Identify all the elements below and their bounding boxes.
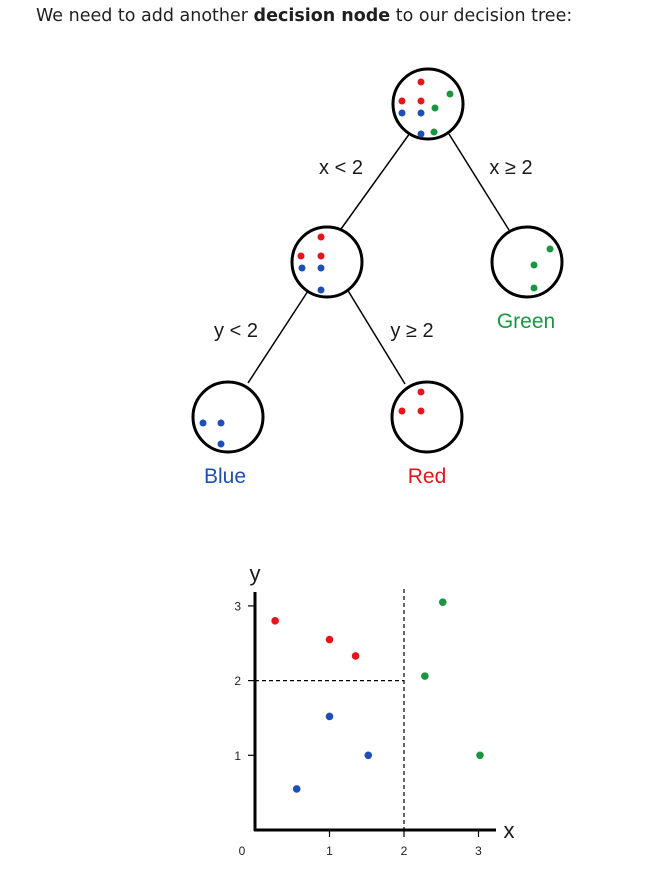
- point-blue: [417, 130, 425, 138]
- point-red: [317, 233, 325, 241]
- decision-node-y: [290, 225, 364, 299]
- leaf-green-circle: [490, 225, 564, 299]
- x-tick-label: 3: [475, 844, 482, 858]
- point-red: [417, 407, 425, 415]
- leaf-red: [390, 380, 464, 454]
- decision-tree-diagram: x < 2 x ≥ 2 y < 2 y ≥ 2 Green Blue Red: [191, 67, 564, 488]
- edge-label-x-less: x < 2: [319, 157, 363, 179]
- leaf-red-circle: [390, 380, 464, 454]
- root-node-points: [398, 78, 454, 138]
- point-green: [431, 104, 439, 112]
- data-point: [351, 652, 360, 660]
- intro-sentence: We need to add another decision node to …: [36, 6, 572, 26]
- point-blue: [217, 419, 225, 427]
- data-point: [421, 672, 429, 680]
- y-axis-label: y: [250, 561, 261, 586]
- split-lines: [255, 588, 405, 830]
- point-blue: [417, 109, 425, 117]
- data-point: [271, 617, 279, 625]
- intro-text-after: to our decision tree:: [390, 6, 573, 26]
- point-red: [417, 97, 425, 105]
- data-point: [325, 635, 334, 644]
- edge-mid-right: [346, 288, 406, 385]
- data-point: [292, 785, 301, 793]
- edge-label-y-less: y < 2: [214, 320, 258, 342]
- axis-ticks: 0 1 2 3 1 2 3: [234, 599, 482, 858]
- point-green: [530, 261, 538, 269]
- point-red: [398, 97, 406, 105]
- x-tick-label: 0: [239, 844, 246, 858]
- point-red: [417, 388, 425, 396]
- data-point: [364, 751, 373, 760]
- leaf-green: [490, 225, 564, 299]
- root-node-circle: [391, 67, 465, 141]
- point-red: [398, 407, 406, 415]
- leaf-blue-circle: [191, 380, 265, 454]
- leaf-label-red: Red: [408, 465, 447, 488]
- point-green: [530, 284, 538, 292]
- intro-text-before: We need to add another: [36, 6, 254, 26]
- x-axis-label: x: [504, 818, 515, 843]
- scatter-points: [271, 598, 484, 793]
- edge-root-right: [448, 133, 510, 231]
- point-blue: [199, 419, 207, 427]
- point-green: [430, 128, 438, 136]
- y-tick-label: 1: [234, 749, 241, 763]
- point-blue: [317, 264, 325, 272]
- root-node: [391, 67, 465, 141]
- x-tick-label: 1: [326, 844, 333, 858]
- point-green: [546, 245, 554, 253]
- edge-mid-left: [247, 290, 309, 384]
- point-blue: [317, 286, 325, 294]
- point-blue: [298, 264, 306, 272]
- decision-node-y-circle: [290, 225, 364, 299]
- point-blue: [217, 440, 225, 448]
- edge-root-left: [340, 132, 411, 230]
- point-green: [446, 90, 454, 98]
- leaf-label-green: Green: [497, 310, 555, 333]
- data-point: [438, 598, 447, 606]
- y-tick-label: 2: [234, 674, 241, 688]
- leaf-label-blue: Blue: [204, 465, 246, 488]
- intro-text-bold: decision node: [253, 6, 391, 26]
- leaf-blue: [191, 380, 265, 454]
- data-point: [325, 712, 334, 721]
- point-red: [417, 78, 425, 86]
- data-point: [476, 751, 484, 760]
- point-blue: [398, 109, 406, 117]
- y-tick-label: 3: [234, 599, 241, 613]
- point-red: [317, 252, 325, 260]
- edge-label-y-geq: y ≥ 2: [390, 320, 433, 342]
- tree-edges: [247, 132, 510, 385]
- edge-label-x-geq: x ≥ 2: [489, 157, 532, 179]
- plot-axes: [253, 592, 496, 832]
- point-red: [297, 252, 305, 260]
- x-tick-label: 2: [401, 844, 408, 858]
